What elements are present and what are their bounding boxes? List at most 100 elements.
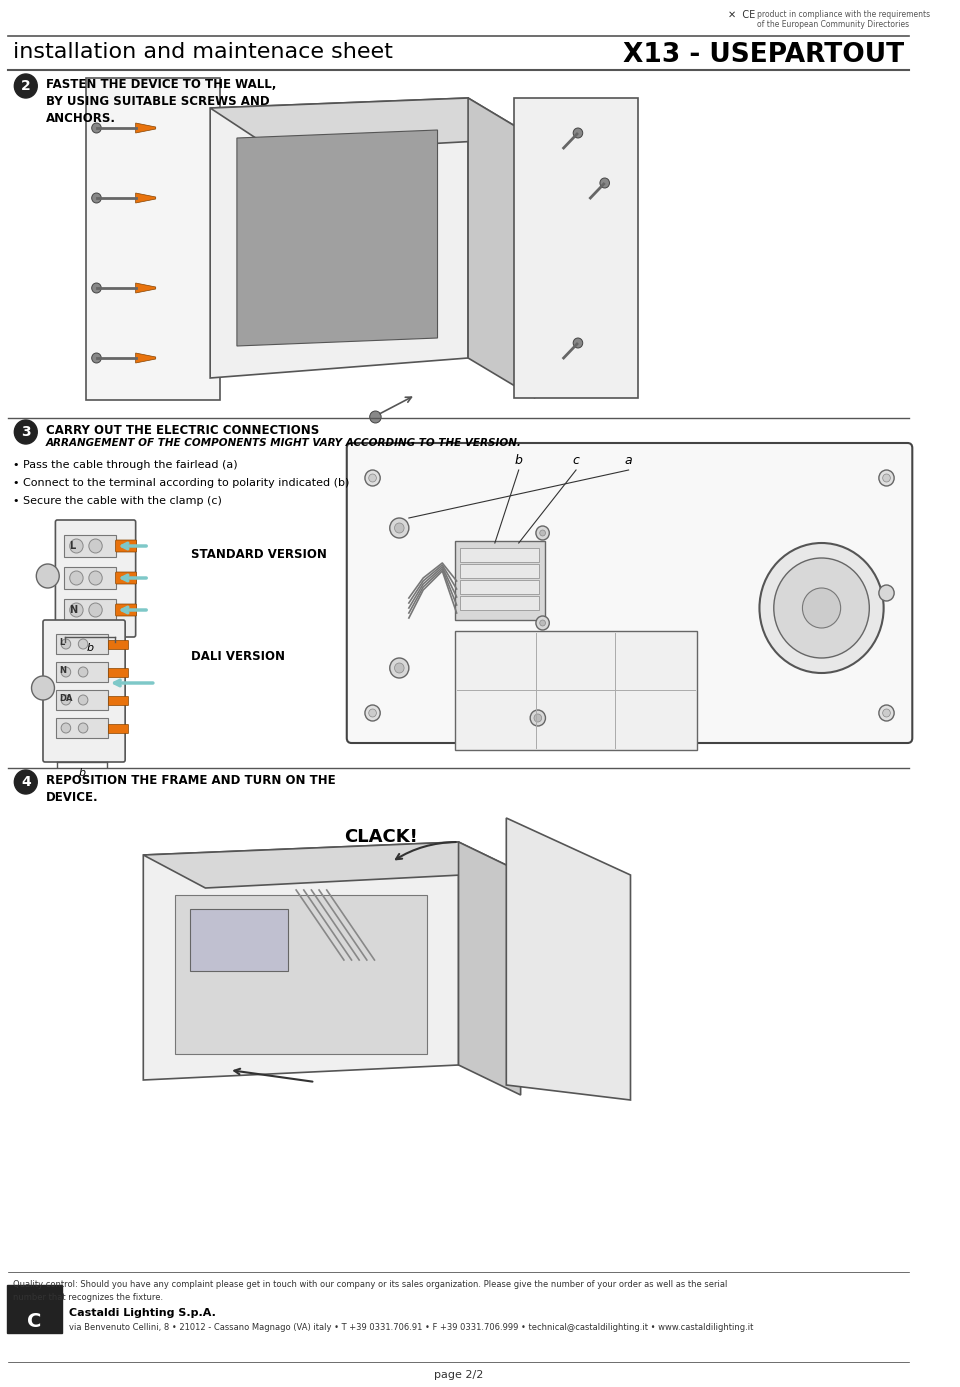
Polygon shape: [237, 130, 438, 345]
Text: via Benvenuto Cellini, 8 • 21012 - Cassano Magnago (VA) italy • T +39 0331.706.9: via Benvenuto Cellini, 8 • 21012 - Cassa…: [69, 1323, 754, 1332]
Polygon shape: [210, 98, 535, 153]
FancyBboxPatch shape: [461, 596, 539, 610]
FancyBboxPatch shape: [57, 662, 108, 682]
Text: product in compliance with the requirements: product in compliance with the requireme…: [756, 10, 929, 19]
Text: CLACK!: CLACK!: [344, 828, 418, 846]
Circle shape: [540, 620, 545, 626]
Circle shape: [61, 695, 71, 705]
Text: • Pass the cable through the fairlead (a): • Pass the cable through the fairlead (a…: [13, 460, 238, 470]
FancyBboxPatch shape: [57, 718, 108, 738]
Polygon shape: [514, 98, 638, 398]
Polygon shape: [135, 354, 156, 363]
FancyBboxPatch shape: [115, 571, 136, 584]
Circle shape: [878, 585, 894, 601]
Text: DA: DA: [60, 694, 73, 703]
Circle shape: [365, 470, 380, 485]
Text: FASTEN THE DEVICE TO THE WALL,
BY USING SUITABLE SCREWS AND
ANCHORS.: FASTEN THE DEVICE TO THE WALL, BY USING …: [46, 78, 276, 125]
Circle shape: [92, 123, 101, 133]
Text: b: b: [86, 644, 93, 653]
Circle shape: [540, 530, 545, 535]
Text: L: L: [60, 638, 64, 646]
Text: N: N: [69, 605, 77, 614]
Text: page 2/2: page 2/2: [434, 1370, 483, 1380]
Polygon shape: [135, 123, 156, 133]
Circle shape: [878, 705, 894, 721]
FancyBboxPatch shape: [461, 565, 539, 578]
Text: b: b: [79, 768, 85, 778]
Circle shape: [369, 474, 376, 483]
Circle shape: [89, 571, 102, 585]
Text: of the European Community Directories: of the European Community Directories: [756, 19, 909, 29]
FancyBboxPatch shape: [64, 567, 115, 589]
Polygon shape: [210, 98, 468, 379]
Circle shape: [79, 639, 88, 649]
Circle shape: [92, 354, 101, 363]
FancyBboxPatch shape: [455, 631, 697, 750]
Polygon shape: [135, 193, 156, 203]
Text: N: N: [60, 666, 66, 675]
FancyBboxPatch shape: [56, 520, 135, 637]
Circle shape: [759, 542, 883, 673]
FancyBboxPatch shape: [347, 442, 912, 743]
Circle shape: [878, 470, 894, 485]
FancyBboxPatch shape: [43, 620, 125, 761]
Circle shape: [600, 178, 610, 189]
Polygon shape: [468, 98, 535, 398]
Text: DALI VERSION: DALI VERSION: [191, 651, 285, 663]
FancyBboxPatch shape: [64, 599, 115, 621]
Text: REPOSITION THE FRAME AND TURN ON THE
DEVICE.: REPOSITION THE FRAME AND TURN ON THE DEV…: [46, 774, 335, 804]
Text: 4: 4: [21, 775, 31, 789]
Text: a: a: [625, 454, 633, 467]
Polygon shape: [143, 842, 459, 1080]
FancyBboxPatch shape: [115, 540, 136, 552]
Text: X13 - USEPARTOUT: X13 - USEPARTOUT: [623, 42, 903, 68]
FancyBboxPatch shape: [108, 696, 129, 706]
Circle shape: [89, 603, 102, 617]
Text: STANDARD VERSION: STANDARD VERSION: [191, 548, 327, 560]
FancyBboxPatch shape: [461, 580, 539, 594]
Text: LIGHTING: LIGHTING: [13, 1350, 51, 1355]
Text: CARRY OUT THE ELECTRIC CONNECTIONS: CARRY OUT THE ELECTRIC CONNECTIONS: [46, 424, 319, 437]
FancyBboxPatch shape: [175, 895, 427, 1054]
Polygon shape: [506, 818, 631, 1100]
Text: installation and maintenace sheet: installation and maintenace sheet: [13, 42, 394, 62]
Circle shape: [79, 695, 88, 705]
Circle shape: [534, 714, 541, 723]
Text: ✕  CE: ✕ CE: [728, 10, 756, 19]
Polygon shape: [86, 78, 220, 399]
Circle shape: [395, 663, 404, 673]
Circle shape: [61, 723, 71, 732]
FancyBboxPatch shape: [64, 535, 115, 558]
Circle shape: [14, 770, 37, 793]
Circle shape: [370, 411, 381, 423]
Circle shape: [395, 523, 404, 533]
Text: ARRANGEMENT OF THE COMPONENTS MIGHT VARY ACCORDING TO THE VERSION.: ARRANGEMENT OF THE COMPONENTS MIGHT VARY…: [46, 438, 521, 448]
Text: Castaldi Lighting S.p.A.: Castaldi Lighting S.p.A.: [69, 1308, 216, 1318]
Circle shape: [32, 675, 55, 700]
Text: L: L: [69, 541, 75, 551]
FancyBboxPatch shape: [455, 541, 544, 620]
Polygon shape: [143, 842, 520, 888]
Circle shape: [882, 709, 890, 717]
FancyBboxPatch shape: [108, 669, 129, 677]
Text: CASTALDI: CASTALDI: [13, 1338, 52, 1344]
FancyBboxPatch shape: [108, 641, 129, 649]
FancyBboxPatch shape: [461, 548, 539, 562]
Text: 2: 2: [21, 79, 31, 93]
Circle shape: [390, 517, 409, 538]
Circle shape: [536, 526, 549, 540]
FancyBboxPatch shape: [115, 603, 136, 616]
Circle shape: [369, 709, 376, 717]
Circle shape: [89, 540, 102, 553]
Circle shape: [573, 128, 583, 137]
Text: b: b: [515, 454, 522, 467]
FancyBboxPatch shape: [108, 724, 129, 734]
Text: • Secure the cable with the clamp (c): • Secure the cable with the clamp (c): [13, 497, 223, 506]
Circle shape: [70, 603, 84, 617]
Text: c: c: [572, 454, 580, 467]
Circle shape: [882, 474, 890, 483]
Circle shape: [536, 616, 549, 630]
Polygon shape: [135, 283, 156, 293]
Text: • Connect to the terminal according to polarity indicated (b): • Connect to the terminal according to p…: [13, 479, 349, 488]
Circle shape: [92, 283, 101, 293]
